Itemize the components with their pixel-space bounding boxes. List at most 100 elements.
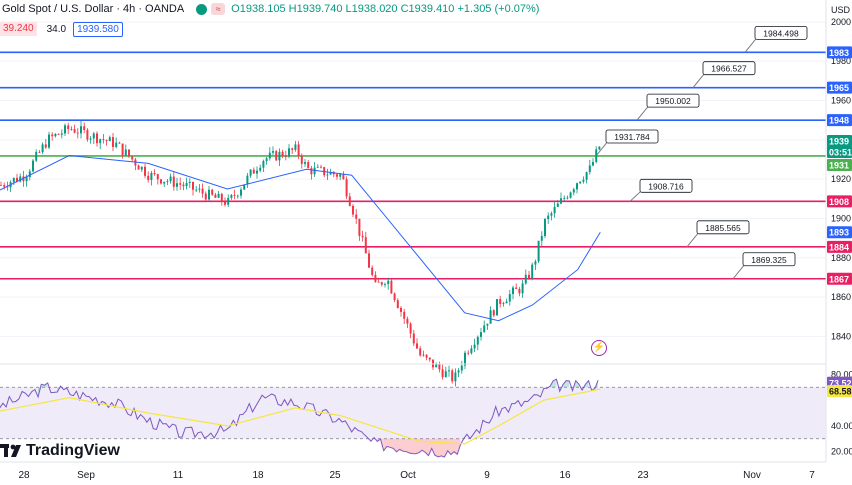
candle-body bbox=[224, 201, 226, 205]
price-tick-label: 2000 bbox=[831, 17, 851, 27]
candle-body bbox=[252, 169, 255, 174]
candle-body bbox=[102, 139, 105, 141]
candle-body bbox=[44, 144, 47, 148]
level-axis-tag: 1965 bbox=[829, 83, 849, 93]
candle-body bbox=[51, 134, 54, 137]
lightning-icon[interactable]: ⚡ bbox=[591, 340, 607, 356]
candle-body bbox=[355, 214, 358, 219]
candle-body bbox=[345, 179, 348, 197]
candle-body bbox=[550, 213, 553, 216]
candle-body bbox=[316, 166, 319, 168]
level-axis-tag-bg bbox=[827, 81, 852, 94]
candle-body bbox=[352, 205, 354, 215]
time-tick-label: 18 bbox=[252, 470, 264, 481]
rsi-extreme-fill bbox=[383, 438, 387, 451]
symbol-header: Gold Spot / U.S. Dollar · 4h · OANDA ≈ O… bbox=[0, 0, 539, 18]
candle-body bbox=[166, 181, 169, 182]
candle-body bbox=[201, 188, 204, 194]
candle-body bbox=[377, 281, 380, 283]
time-tick-label: 9 bbox=[484, 470, 490, 481]
candle-body bbox=[16, 177, 18, 182]
axis-currency-label: USD bbox=[831, 5, 851, 15]
rsi-extreme-fill bbox=[454, 438, 458, 455]
candle-body bbox=[150, 172, 153, 180]
candle-body bbox=[457, 370, 460, 373]
rsi-extreme-fill bbox=[418, 438, 423, 453]
candle-body bbox=[505, 301, 508, 304]
candle-body bbox=[313, 167, 316, 175]
candle-body bbox=[300, 155, 303, 164]
candle-body bbox=[380, 282, 383, 285]
candle-body bbox=[284, 156, 287, 158]
candle-body bbox=[211, 189, 214, 195]
candle-body bbox=[374, 274, 377, 282]
ma-axis-tag: 1893 bbox=[829, 228, 849, 238]
candle-body bbox=[156, 174, 159, 180]
candle-body bbox=[409, 323, 412, 334]
candle-body bbox=[361, 235, 364, 238]
candle-body bbox=[137, 165, 140, 170]
candle-body bbox=[240, 189, 242, 196]
level-callout-box bbox=[754, 25, 808, 40]
candle-body bbox=[595, 149, 598, 162]
candle-body bbox=[419, 348, 422, 356]
tradingview-logo[interactable]: TradingView bbox=[0, 440, 120, 462]
candle-body bbox=[579, 181, 582, 184]
candle-body bbox=[531, 264, 534, 279]
candle-body bbox=[582, 179, 585, 182]
rsi-extreme-fill bbox=[390, 438, 394, 449]
symbol-title[interactable]: Gold Spot / U.S. Dollar · 4h · OANDA bbox=[2, 3, 185, 15]
candle-body bbox=[236, 195, 239, 197]
candle-body bbox=[364, 237, 367, 254]
level-callout-label: 1869.325 bbox=[751, 255, 787, 265]
candle-body bbox=[268, 152, 271, 159]
candle-body bbox=[502, 303, 505, 305]
level-callout-label: 1931.784 bbox=[614, 132, 650, 142]
candle-body bbox=[249, 169, 252, 176]
candle-body bbox=[272, 151, 274, 153]
candle-body bbox=[195, 189, 198, 191]
candle-body bbox=[572, 189, 575, 193]
candle-body bbox=[496, 299, 498, 316]
candle-body bbox=[326, 174, 329, 176]
candle-body bbox=[115, 142, 118, 147]
candle-body bbox=[441, 369, 444, 378]
candle-body bbox=[54, 133, 57, 137]
candle-body bbox=[128, 149, 130, 157]
candle-body bbox=[188, 181, 191, 184]
candle-body bbox=[172, 176, 175, 187]
candlestick-series bbox=[0, 120, 601, 387]
candle-body bbox=[105, 140, 108, 142]
candle-body bbox=[489, 310, 492, 324]
candle-body bbox=[342, 174, 345, 180]
time-tick-label: Sep bbox=[77, 470, 95, 481]
rsi-ma-value-tag: 68.58 bbox=[829, 387, 852, 397]
wave-icon: ≈ bbox=[211, 3, 226, 15]
candle-body bbox=[256, 170, 258, 174]
candle-body bbox=[118, 142, 121, 144]
price-tick-label: 1920 bbox=[831, 174, 851, 184]
candle-body bbox=[515, 287, 518, 289]
sell-button[interactable]: 39.240 bbox=[0, 22, 37, 36]
level-axis-tag: 1983 bbox=[829, 48, 849, 58]
candle-body bbox=[67, 125, 70, 130]
candle-body bbox=[358, 218, 361, 236]
time-axis: 28 Sep 11 18 25 Oct 9 16 23 Nov 7 bbox=[0, 461, 852, 481]
candle-body bbox=[35, 151, 38, 161]
candle-body bbox=[185, 183, 188, 187]
level-callout-box bbox=[646, 93, 700, 108]
rsi-extreme-fill bbox=[415, 438, 419, 454]
candle-body bbox=[60, 133, 63, 135]
buy-button[interactable]: 1939.580 bbox=[73, 21, 123, 37]
candle-body bbox=[12, 177, 15, 183]
candle-body bbox=[566, 197, 569, 199]
rsi-extreme-fill bbox=[386, 438, 391, 448]
candle-body bbox=[182, 184, 185, 187]
price-tick-label: 1840 bbox=[831, 331, 851, 341]
rsi-extreme-fill bbox=[367, 437, 371, 442]
rsi-extreme-fill bbox=[412, 438, 416, 454]
candle-body bbox=[537, 240, 540, 262]
candle-body bbox=[160, 179, 162, 184]
level-callout-box bbox=[742, 252, 796, 267]
